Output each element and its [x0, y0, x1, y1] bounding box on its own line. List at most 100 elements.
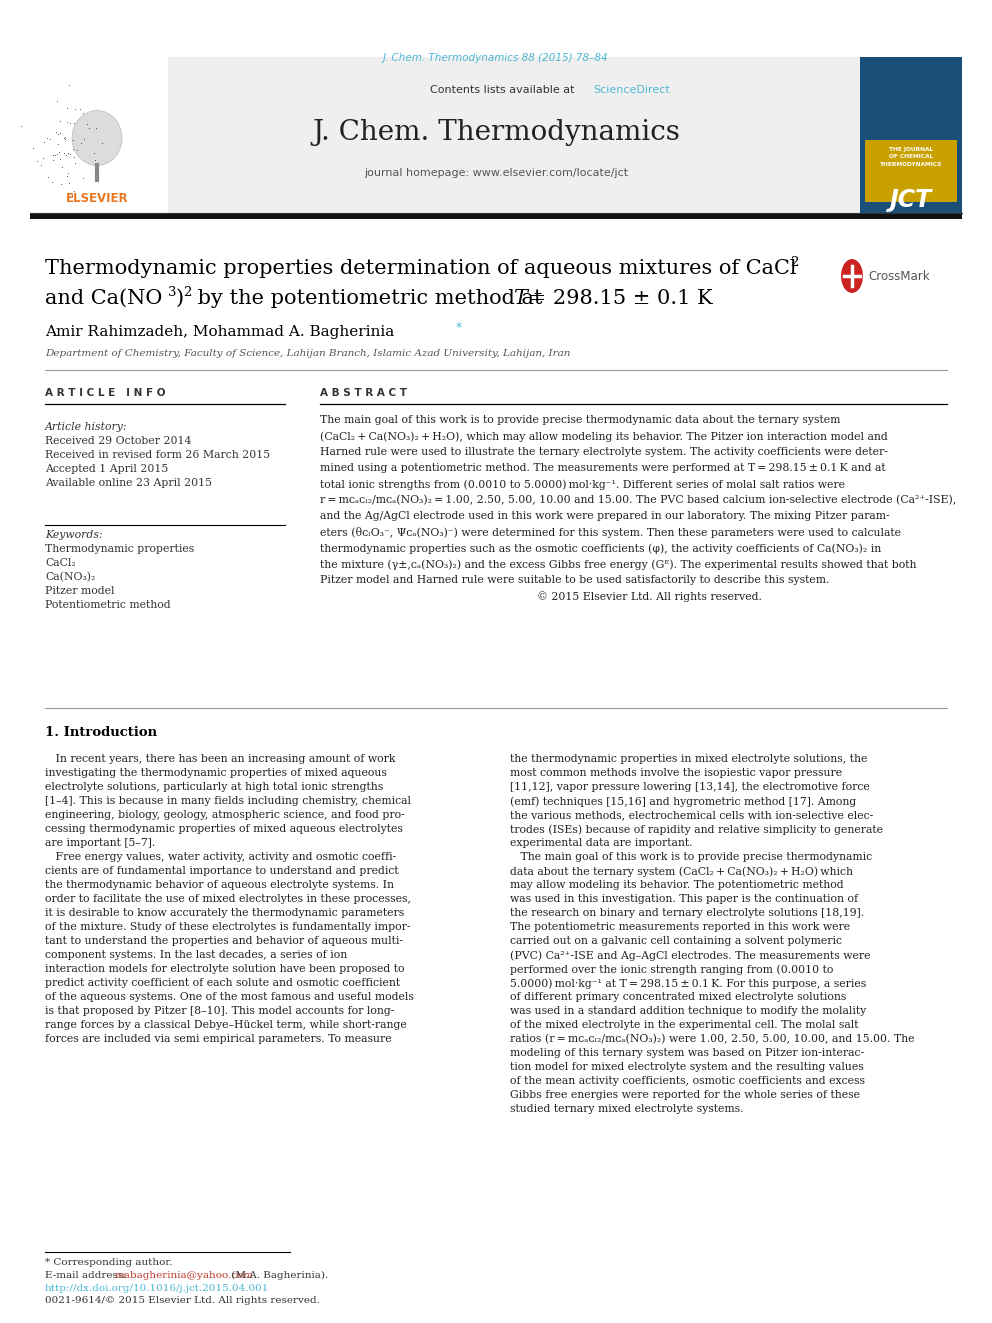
Text: cessing thermodynamic properties of mixed aqueous electrolytes: cessing thermodynamic properties of mixe…: [45, 824, 403, 833]
Text: (PVC) Ca²⁺-ISE and Ag–AgCl electrodes. The measurements were: (PVC) Ca²⁺-ISE and Ag–AgCl electrodes. T…: [510, 950, 871, 960]
Text: ): ): [176, 288, 185, 307]
Text: the thermodynamic properties in mixed electrolyte solutions, the: the thermodynamic properties in mixed el…: [510, 754, 867, 763]
Text: tion model for mixed electrolyte system and the resulting values: tion model for mixed electrolyte system …: [510, 1062, 864, 1072]
Text: = 298.15 ± 0.1 K: = 298.15 ± 0.1 K: [522, 288, 712, 307]
Text: J. Chem. Thermodynamics: J. Chem. Thermodynamics: [312, 119, 680, 147]
Text: Ca(NO₃)₂: Ca(NO₃)₂: [45, 572, 95, 582]
Text: and the Ag/AgCl electrode used in this work were prepared in our laboratory. The: and the Ag/AgCl electrode used in this w…: [320, 511, 890, 521]
Text: ELSEVIER: ELSEVIER: [65, 192, 128, 205]
Text: [1–4]. This is because in many fields including chemistry, chemical: [1–4]. This is because in many fields in…: [45, 796, 411, 806]
Text: journal homepage: www.elsevier.com/locate/jct: journal homepage: www.elsevier.com/locat…: [364, 168, 628, 179]
Text: is that proposed by Pitzer [8–10]. This model accounts for long-: is that proposed by Pitzer [8–10]. This …: [45, 1005, 395, 1016]
Text: http://dx.doi.org/10.1016/j.jct.2015.04.001: http://dx.doi.org/10.1016/j.jct.2015.04.…: [45, 1285, 270, 1293]
Text: the various methods, electrochemical cells with ion-selective elec-: the various methods, electrochemical cel…: [510, 810, 873, 820]
Text: r = mᴄₐᴄₗ₂/mᴄₐ(NO₃)₂ = 1.00, 2.50, 5.00, 10.00 and 15.00. The PVC based calcium : r = mᴄₐᴄₗ₂/mᴄₐ(NO₃)₂ = 1.00, 2.50, 5.00,…: [320, 495, 956, 505]
Text: Potentiometric method: Potentiometric method: [45, 601, 171, 610]
Text: thermodynamic properties such as the osmotic coefficients (φ), the activity coef: thermodynamic properties such as the osm…: [320, 542, 881, 553]
Text: of the mixture. Study of these electrolytes is fundamentally impor-: of the mixture. Study of these electroly…: [45, 922, 411, 931]
Text: data about the ternary system (CaCl₂ + Ca(NO₃)₂ + H₂O) which: data about the ternary system (CaCl₂ + C…: [510, 867, 853, 877]
Text: J. Chem. Thermodynamics 88 (2015) 78–84: J. Chem. Thermodynamics 88 (2015) 78–84: [383, 53, 609, 64]
Text: Contents lists available at: Contents lists available at: [430, 85, 578, 95]
Text: the research on binary and ternary electrolyte solutions [18,19].: the research on binary and ternary elect…: [510, 908, 864, 918]
Text: investigating the thermodynamic properties of mixed aqueous: investigating the thermodynamic properti…: [45, 767, 387, 778]
Text: Pitzer model: Pitzer model: [45, 586, 114, 595]
Text: E-mail address:: E-mail address:: [45, 1271, 130, 1279]
Text: Keywords:: Keywords:: [45, 531, 102, 540]
Bar: [30, 213, 962, 220]
Text: by the potentiometric method at: by the potentiometric method at: [191, 288, 550, 307]
Text: 2: 2: [183, 287, 191, 299]
Bar: [30, 57, 962, 216]
Text: CaCl₂: CaCl₂: [45, 558, 75, 568]
Text: A R T I C L E   I N F O: A R T I C L E I N F O: [45, 388, 166, 398]
Text: Article history:: Article history:: [45, 422, 128, 433]
Text: of different primary concentrated mixed electrolyte solutions: of different primary concentrated mixed …: [510, 992, 846, 1002]
Text: the thermodynamic behavior of aqueous electrolyte systems. In: the thermodynamic behavior of aqueous el…: [45, 880, 394, 890]
Text: component systems. In the last decades, a series of ion: component systems. In the last decades, …: [45, 950, 347, 960]
Text: of the mean activity coefficients, osmotic coefficients and excess: of the mean activity coefficients, osmot…: [510, 1076, 865, 1086]
Text: (emf) techniques [15,16] and hygrometric method [17]. Among: (emf) techniques [15,16] and hygrometric…: [510, 796, 856, 807]
Text: ScienceDirect: ScienceDirect: [593, 85, 670, 95]
Text: A B S T R A C T: A B S T R A C T: [320, 388, 407, 398]
Text: The potentiometric measurements reported in this work were: The potentiometric measurements reported…: [510, 922, 850, 931]
Text: Free energy values, water activity, activity and osmotic coeffi-: Free energy values, water activity, acti…: [45, 852, 396, 863]
Text: order to facilitate the use of mixed electrolytes in these processes,: order to facilitate the use of mixed ele…: [45, 894, 411, 904]
Text: Pitzer model and Harned rule were suitable to be used satisfactorily to describe: Pitzer model and Harned rule were suitab…: [320, 576, 829, 585]
Text: Gibbs free energies were reported for the whole series of these: Gibbs free energies were reported for th…: [510, 1090, 860, 1099]
Text: * Corresponding author.: * Corresponding author.: [45, 1258, 173, 1267]
Text: © 2015 Elsevier Ltd. All rights reserved.: © 2015 Elsevier Ltd. All rights reserved…: [320, 591, 762, 602]
Text: modeling of this ternary system was based on Pitzer ion-interac-: modeling of this ternary system was base…: [510, 1048, 864, 1058]
Text: experimental data are important.: experimental data are important.: [510, 837, 692, 848]
Text: are important [5–7].: are important [5–7].: [45, 837, 156, 848]
Text: mined using a potentiometric method. The measurements were performed at T = 298.: mined using a potentiometric method. The…: [320, 463, 886, 474]
Text: 3: 3: [168, 287, 177, 299]
Text: In recent years, there has been an increasing amount of work: In recent years, there has been an incre…: [45, 754, 396, 763]
Text: 2: 2: [790, 257, 799, 270]
Text: Amir Rahimzadeh, Mohammad A. Bagherinia: Amir Rahimzadeh, Mohammad A. Bagherinia: [45, 325, 394, 339]
Ellipse shape: [840, 258, 864, 294]
Text: [11,12], vapor pressure lowering [13,14], the electromotive force: [11,12], vapor pressure lowering [13,14]…: [510, 782, 870, 792]
Text: 5.0000) mol·kg⁻¹ at T = 298.15 ± 0.1 K. For this purpose, a series: 5.0000) mol·kg⁻¹ at T = 298.15 ± 0.1 K. …: [510, 978, 866, 988]
Ellipse shape: [72, 111, 122, 165]
Text: carried out on a galvanic cell containing a solvent polymeric: carried out on a galvanic cell containin…: [510, 935, 842, 946]
Text: mabagherinia@yahoo.com: mabagherinia@yahoo.com: [115, 1271, 254, 1279]
Text: range forces by a classical Debye–Hückel term, while short-range: range forces by a classical Debye–Hückel…: [45, 1020, 407, 1031]
Text: total ionic strengths from (0.0010 to 5.0000) mol·kg⁻¹. Different series of mola: total ionic strengths from (0.0010 to 5.…: [320, 479, 845, 490]
Text: (CaCl₂ + Ca(NO₃)₂ + H₂O), which may allow modeling its behavior. The Pitzer ion : (CaCl₂ + Ca(NO₃)₂ + H₂O), which may allo…: [320, 431, 888, 442]
Text: forces are included via semi empirical parameters. To measure: forces are included via semi empirical p…: [45, 1035, 392, 1044]
Text: was used in a standard addition technique to modify the molality: was used in a standard addition techniqu…: [510, 1005, 866, 1016]
Bar: [30, 57, 168, 216]
Text: electrolyte solutions, particularly at high total ionic strengths: electrolyte solutions, particularly at h…: [45, 782, 383, 792]
Text: most common methods involve the isopiestic vapor pressure: most common methods involve the isopiest…: [510, 767, 842, 778]
Text: The main goal of this work is to provide precise thermodynamic data about the te: The main goal of this work is to provide…: [320, 415, 840, 425]
Text: may allow modeling its behavior. The potentiometric method: may allow modeling its behavior. The pot…: [510, 880, 843, 890]
Text: CrossMark: CrossMark: [868, 270, 930, 283]
Text: Thermodynamic properties: Thermodynamic properties: [45, 544, 194, 554]
Text: eters (θᴄₗO₃⁻, Ψᴄₐ(NO₃)⁻) were determined for this system. Then these parameters: eters (θᴄₗO₃⁻, Ψᴄₐ(NO₃)⁻) were determine…: [320, 527, 901, 538]
Text: (M.A. Bagherinia).: (M.A. Bagherinia).: [228, 1271, 328, 1281]
Text: studied ternary mixed electrolyte systems.: studied ternary mixed electrolyte system…: [510, 1103, 743, 1114]
Text: JCT: JCT: [890, 188, 932, 212]
Text: interaction models for electrolyte solution have been proposed to: interaction models for electrolyte solut…: [45, 964, 405, 974]
Text: tant to understand the properties and behavior of aqueous multi-: tant to understand the properties and be…: [45, 935, 403, 946]
Text: 0021-9614/© 2015 Elsevier Ltd. All rights reserved.: 0021-9614/© 2015 Elsevier Ltd. All right…: [45, 1297, 319, 1304]
Text: cients are of fundamental importance to understand and predict: cients are of fundamental importance to …: [45, 867, 399, 876]
Text: of the mixed electrolyte in the experimental cell. The molal salt: of the mixed electrolyte in the experime…: [510, 1020, 858, 1031]
Text: T: T: [513, 288, 527, 307]
Text: The main goal of this work is to provide precise thermodynamic: The main goal of this work is to provide…: [510, 852, 872, 863]
Text: engineering, biology, geology, atmospheric science, and food pro-: engineering, biology, geology, atmospher…: [45, 810, 405, 820]
Text: of the aqueous systems. One of the most famous and useful models: of the aqueous systems. One of the most …: [45, 992, 414, 1002]
Text: it is desirable to know accurately the thermodynamic parameters: it is desirable to know accurately the t…: [45, 908, 405, 918]
Text: *: *: [456, 321, 462, 335]
Text: Thermodynamic properties determination of aqueous mixtures of CaCl: Thermodynamic properties determination o…: [45, 258, 797, 278]
Text: and Ca(NO: and Ca(NO: [45, 288, 163, 307]
Text: predict activity coefficient of each solute and osmotic coefficient: predict activity coefficient of each sol…: [45, 978, 400, 988]
Text: ratios (r = mᴄₐᴄₗ₂/mᴄₐ(NO₃)₂) were 1.00, 2.50, 5.00, 10.00, and 15.00. The: ratios (r = mᴄₐᴄₗ₂/mᴄₐ(NO₃)₂) were 1.00,…: [510, 1035, 915, 1044]
Text: the mixture (γ±,ᴄₐ(NO₃)₂) and the excess Gibbs free energy (Gᴱ). The experimenta: the mixture (γ±,ᴄₐ(NO₃)₂) and the excess…: [320, 560, 917, 570]
Text: trodes (ISEs) because of rapidity and relative simplicity to generate: trodes (ISEs) because of rapidity and re…: [510, 824, 883, 835]
Text: was used in this investigation. This paper is the continuation of: was used in this investigation. This pap…: [510, 894, 858, 904]
Text: THE JOURNAL
OF CHEMICAL
THERMODYNAMICS: THE JOURNAL OF CHEMICAL THERMODYNAMICS: [880, 147, 942, 167]
Text: performed over the ionic strength ranging from (0.0010 to: performed over the ionic strength rangin…: [510, 964, 833, 975]
Text: 1. Introduction: 1. Introduction: [45, 726, 157, 740]
Text: Harned rule were used to illustrate the ternary electrolyte system. The activity: Harned rule were used to illustrate the …: [320, 447, 888, 456]
